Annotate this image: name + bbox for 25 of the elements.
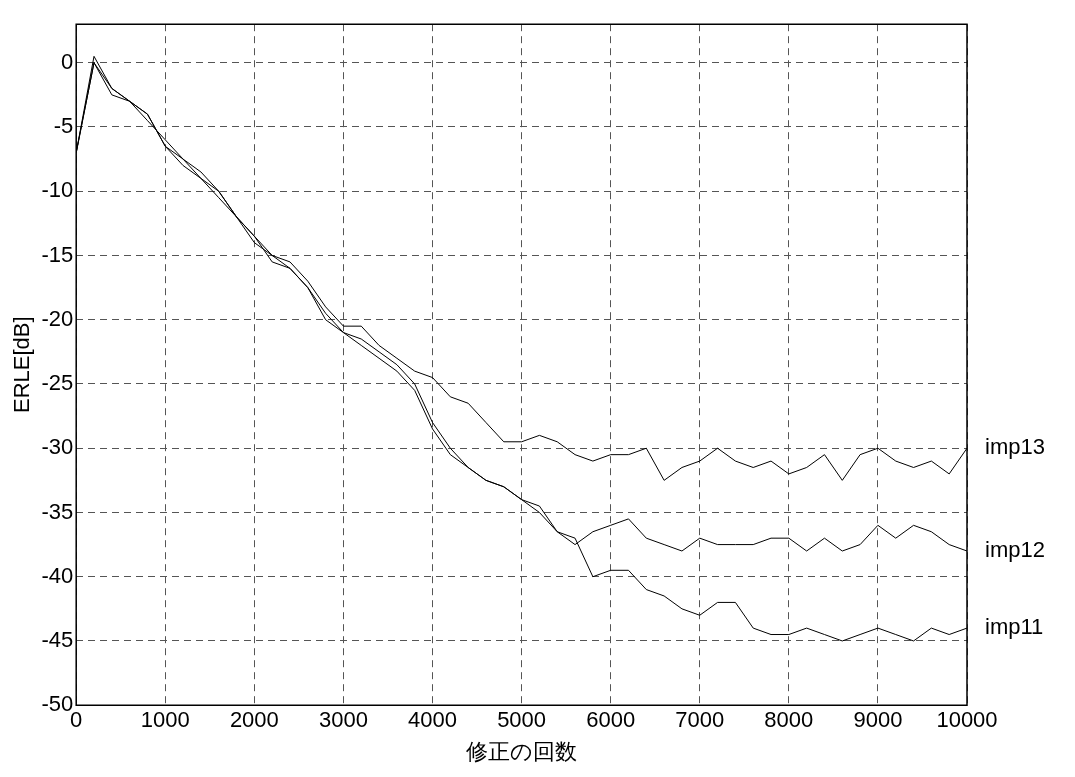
x-tick-label: 10000 bbox=[936, 707, 998, 733]
y-tick-label: -25 bbox=[41, 370, 74, 396]
x-tick-label: 7000 bbox=[675, 707, 725, 733]
x-tick-label: 2000 bbox=[229, 707, 279, 733]
series-label: imp12 bbox=[985, 537, 1045, 563]
y-tick-label: -30 bbox=[41, 434, 74, 460]
y-tick-label: -45 bbox=[41, 627, 74, 653]
y-tick-label: -5 bbox=[53, 113, 74, 139]
x-tick-label: 8000 bbox=[764, 707, 814, 733]
x-axis-title: 修正の回数 bbox=[466, 738, 578, 764]
series-label: imp13 bbox=[985, 434, 1045, 460]
y-axis-title: ERLE[dB] bbox=[9, 316, 35, 413]
x-tick-label: 4000 bbox=[408, 707, 457, 733]
series-label: imp11 bbox=[985, 614, 1044, 640]
x-tick-label: 6000 bbox=[586, 707, 636, 733]
y-tick-label: -10 bbox=[41, 177, 74, 203]
y-tick-label: -40 bbox=[41, 562, 74, 588]
x-tick-label: 5000 bbox=[497, 707, 547, 733]
x-tick-label: 3000 bbox=[318, 707, 368, 733]
x-tick-label: 1000 bbox=[140, 707, 190, 733]
y-tick-label: -20 bbox=[41, 305, 74, 331]
x-tick-label: 9000 bbox=[853, 707, 903, 733]
y-tick-label: -35 bbox=[41, 498, 74, 524]
y-tick-label: -15 bbox=[41, 241, 74, 267]
y-tick-label: 0 bbox=[60, 48, 74, 74]
